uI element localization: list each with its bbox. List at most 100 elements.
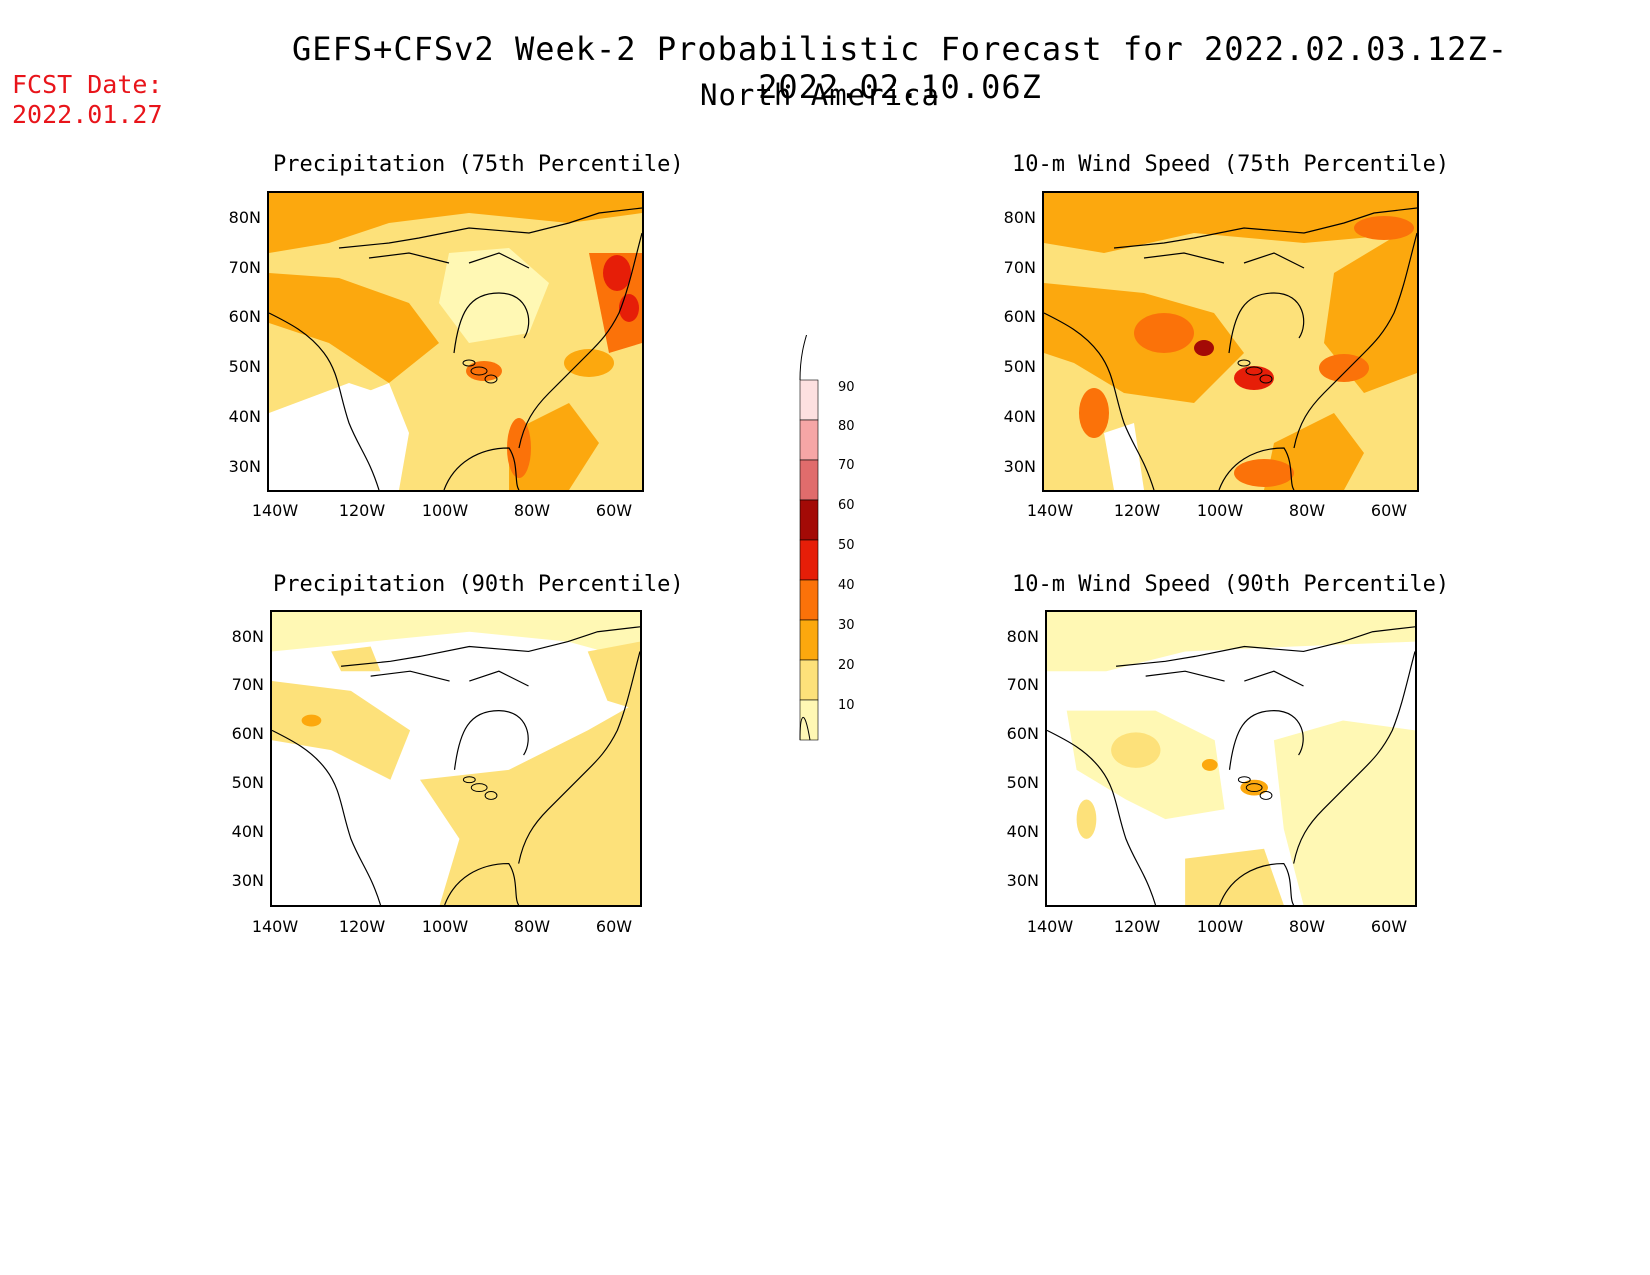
colorbar-segment <box>799 459 819 501</box>
colorbar-level-label: 30 <box>838 618 855 633</box>
lat-tick-label: 70N <box>231 675 264 694</box>
lake-outline <box>484 791 498 800</box>
colorbar-level-label: 20 <box>838 658 855 673</box>
forecast-date-label: FCST Date: <box>12 70 163 99</box>
lon-tick-label: 100W <box>421 917 469 936</box>
lake-outline <box>470 366 488 376</box>
lon-tick-label: 140W <box>251 501 299 520</box>
main-title: GEFS+CFSv2 Week-2 Probabilistic Forecast… <box>292 30 1508 106</box>
colorbar-level-label: 90 <box>838 380 855 395</box>
lake-outline <box>462 776 476 784</box>
panel-title-wind-90: 10-m Wind Speed (90th Percentile) <box>1012 572 1450 597</box>
shade-west-core <box>1111 732 1161 768</box>
lon-tick-label: 140W <box>1026 917 1074 936</box>
shade-east <box>419 700 640 905</box>
coastline-outline <box>272 626 640 905</box>
colorbar-level-label: 80 <box>838 419 855 434</box>
map-precip-90 <box>270 610 642 907</box>
lat-tick-label: 60N <box>228 307 261 326</box>
shade-maritimes <box>1319 354 1369 382</box>
shade-beaufort <box>331 646 381 672</box>
lake-outline <box>1259 374 1273 384</box>
lake-outline <box>1259 791 1273 800</box>
lon-tick-label: 60W <box>595 501 633 520</box>
shade-greatlakes <box>1234 366 1274 390</box>
lon-tick-label: 120W <box>1113 501 1161 520</box>
colorbar-segment <box>799 579 819 621</box>
colorbar-level-label: 60 <box>838 498 855 513</box>
lat-tick-label: 60N <box>231 724 264 743</box>
lon-tick-label: 100W <box>1196 917 1244 936</box>
lat-tick-label: 70N <box>1003 258 1036 277</box>
coastline-outline <box>269 207 642 490</box>
colorbar-segment <box>799 539 819 581</box>
map-wind-90 <box>1045 610 1417 907</box>
lake-outline <box>484 374 498 384</box>
shade-greenland <box>1354 216 1414 240</box>
shade-arctic <box>1047 612 1415 672</box>
shade-east <box>1324 223 1417 393</box>
lon-tick-label: 80W <box>513 917 551 936</box>
lat-tick-label: 80N <box>228 208 261 227</box>
lat-tick-label: 40N <box>228 407 261 426</box>
lat-tick-label: 40N <box>1006 822 1039 841</box>
lon-tick-label: 60W <box>1370 501 1408 520</box>
lat-tick-label: 80N <box>1003 208 1036 227</box>
shade-winnipeg <box>1194 340 1214 356</box>
colorbar-segment <box>799 659 819 701</box>
shade-alaska-dot <box>301 714 322 727</box>
colorbar-level-label: 50 <box>838 538 855 553</box>
map-precip-75 <box>267 191 644 492</box>
lat-tick-label: 60N <box>1006 724 1039 743</box>
colorbar-top-cap <box>799 335 808 381</box>
forecast-date-block: FCST Date: 2022.01.27 <box>12 70 163 130</box>
lat-tick-label: 30N <box>231 871 264 890</box>
lat-tick-label: 40N <box>1003 407 1036 426</box>
shade-nw-pacific <box>269 273 439 383</box>
lat-tick-label: 40N <box>231 822 264 841</box>
lon-tick-label: 80W <box>1288 501 1326 520</box>
colorbar-level-label: 10 <box>838 698 855 713</box>
map-wind-75 <box>1042 191 1419 492</box>
shade-labrador-core <box>603 255 631 291</box>
shade-greatlakes <box>1240 779 1268 796</box>
shade-pacific-coast <box>1076 799 1097 839</box>
shade-nw <box>272 681 411 780</box>
lat-tick-label: 30N <box>228 457 261 476</box>
lon-tick-label: 60W <box>1370 917 1408 936</box>
colorbar-segment <box>799 499 819 541</box>
lat-tick-label: 50N <box>231 773 264 792</box>
lat-tick-label: 80N <box>1006 627 1039 646</box>
shade-gulf <box>1234 459 1294 487</box>
shade-arctic <box>269 193 642 253</box>
lake-outline <box>470 783 488 793</box>
lat-tick-label: 80N <box>231 627 264 646</box>
region-subtitle: North America <box>700 78 940 112</box>
shade-baja-low <box>1104 423 1144 490</box>
lon-tick-label: 100W <box>421 501 469 520</box>
colorbar-level-label: 40 <box>838 578 855 593</box>
lat-tick-label: 50N <box>1003 357 1036 376</box>
shade-arctic <box>1044 193 1417 253</box>
lat-tick-label: 30N <box>1006 871 1039 890</box>
forecast-date-value: 2022.01.27 <box>12 100 163 129</box>
shade-arctic <box>272 612 640 662</box>
shade-pacific-coast <box>1079 388 1109 438</box>
colorbar-segment <box>799 419 819 461</box>
shade-rockies-low <box>339 383 409 490</box>
lat-tick-label: 70N <box>1006 675 1039 694</box>
lon-tick-label: 140W <box>251 917 299 936</box>
colorbar-segment <box>799 379 819 421</box>
lake-outline <box>1237 776 1251 784</box>
shade-greatlakes <box>466 361 502 381</box>
colorbar <box>799 335 819 741</box>
colorbar-level-label: 70 <box>838 458 855 473</box>
colorbar-segment <box>799 699 819 741</box>
shade-east <box>1273 720 1415 905</box>
lon-tick-label: 100W <box>1196 501 1244 520</box>
lake-outline <box>462 359 476 367</box>
lon-tick-label: 80W <box>1288 917 1326 936</box>
lon-tick-label: 120W <box>1113 917 1161 936</box>
lake-outline <box>1237 359 1251 367</box>
shade-greenland <box>587 641 640 711</box>
